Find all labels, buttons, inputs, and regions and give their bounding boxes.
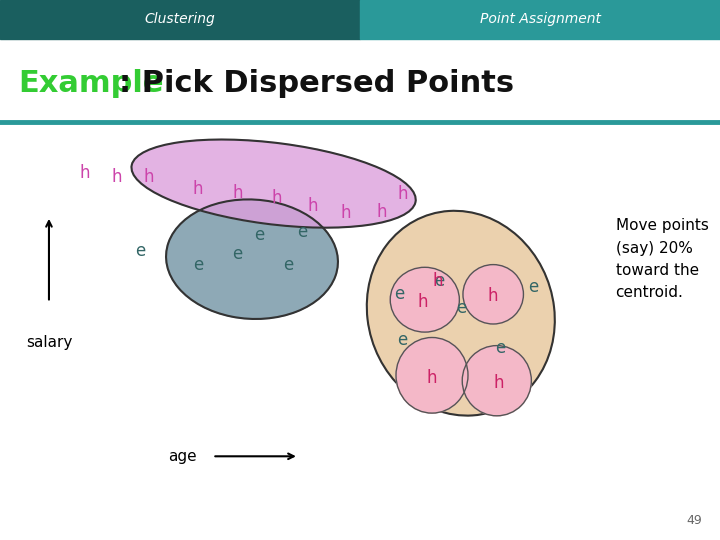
Text: age: age: [168, 449, 197, 464]
Text: h: h: [308, 197, 318, 215]
Text: h: h: [398, 185, 408, 204]
Ellipse shape: [463, 265, 523, 324]
Text: e: e: [193, 255, 203, 274]
Text: e: e: [297, 223, 307, 241]
Text: e: e: [233, 245, 243, 263]
Bar: [360, 0, 720, 39]
Text: h: h: [112, 168, 122, 186]
Text: e: e: [395, 285, 405, 303]
Text: salary: salary: [26, 335, 72, 350]
Text: e: e: [397, 331, 407, 349]
Text: Move points
(say) 20%
toward the
centroid.: Move points (say) 20% toward the centroi…: [616, 218, 708, 300]
Text: 49: 49: [686, 514, 702, 526]
Text: Clustering: Clustering: [145, 12, 215, 26]
Text: e: e: [528, 278, 538, 296]
Ellipse shape: [132, 139, 415, 228]
Text: e: e: [283, 255, 293, 274]
Text: e: e: [135, 242, 145, 260]
Text: e: e: [495, 339, 505, 357]
Text: h: h: [427, 369, 437, 387]
Bar: [0, 0, 360, 39]
Text: h: h: [143, 168, 153, 186]
Text: : Pick Dispersed Points: : Pick Dispersed Points: [119, 69, 514, 98]
Text: h: h: [193, 180, 203, 198]
Ellipse shape: [366, 211, 555, 416]
Text: h: h: [494, 374, 504, 393]
Text: h: h: [433, 272, 443, 290]
Text: h: h: [233, 184, 243, 202]
Text: Example: Example: [18, 69, 163, 98]
Text: h: h: [272, 189, 282, 207]
Ellipse shape: [462, 346, 531, 416]
Text: h: h: [80, 164, 90, 182]
Text: h: h: [488, 287, 498, 305]
Text: e: e: [254, 226, 264, 244]
Ellipse shape: [396, 338, 468, 413]
Ellipse shape: [390, 267, 459, 332]
Text: e: e: [434, 272, 444, 290]
Ellipse shape: [166, 199, 338, 319]
Text: Point Assignment: Point Assignment: [480, 12, 600, 26]
Text: h: h: [341, 204, 351, 222]
Text: e: e: [456, 299, 466, 317]
Text: h: h: [377, 202, 387, 221]
Text: h: h: [418, 293, 428, 312]
